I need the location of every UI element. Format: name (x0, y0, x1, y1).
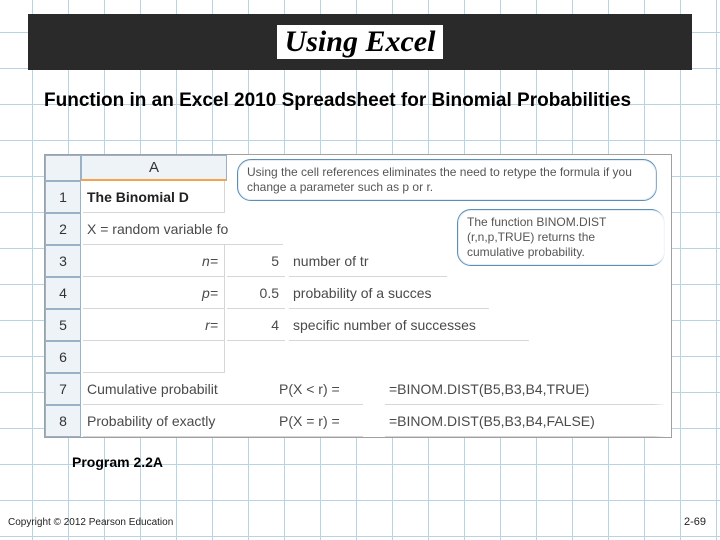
cell-c4: probability of a succes (289, 277, 489, 309)
slide-title: Using Excel (277, 25, 444, 59)
cell-c3: number of tr (289, 245, 447, 277)
cell-a3: n= (83, 245, 225, 277)
excel-row-header: 3 (45, 245, 81, 277)
excel-row-header: 1 (45, 181, 81, 213)
excel-column-header-a: A (81, 155, 227, 181)
cell-a5: r= (83, 309, 225, 341)
cell-a2: X = random variable fo (83, 213, 283, 245)
excel-row-header: 5 (45, 309, 81, 341)
cell-b4: 0.5 (227, 277, 285, 309)
excel-row-header: 6 (45, 341, 81, 373)
cell-c8-label: P(X = r) = (279, 405, 363, 437)
program-label: Program 2.2A (72, 454, 163, 470)
copyright-footer: Copyright © 2012 Pearson Education (8, 517, 173, 528)
slide-number: 2-69 (684, 516, 706, 528)
cell-formula-true: =BINOM.DIST(B5,B3,B4,TRUE) (385, 373, 671, 405)
cell-a8: Probability of exactly (83, 405, 283, 437)
excel-screenshot: A 1 2 3 4 5 6 7 8 The Binomial D X = ran… (44, 154, 672, 438)
cell-b3: 5 (227, 245, 285, 277)
excel-row-header: 2 (45, 213, 81, 245)
excel-row-header: 7 (45, 373, 81, 405)
cell-a6 (83, 341, 225, 373)
title-bar: Using Excel (28, 14, 692, 70)
excel-row-header: 8 (45, 405, 81, 437)
cell-c7-label: P(X < r) = (279, 373, 363, 405)
excel-select-all-corner (45, 155, 81, 181)
cell-a1: The Binomial D (83, 181, 225, 213)
cell-b5: 4 (227, 309, 285, 341)
excel-row-header: 4 (45, 277, 81, 309)
cell-a4: p= (83, 277, 225, 309)
cell-c5: specific number of successes (289, 309, 529, 341)
callout-cell-references: Using the cell references eliminates the… (237, 159, 657, 201)
slide-subtitle: Function in an Excel 2010 Spreadsheet fo… (44, 90, 676, 112)
figure-fade-right (653, 155, 671, 437)
callout-binom-dist: The function BINOM.DIST (r,n,p,TRUE) ret… (457, 209, 665, 266)
cell-a7: Cumulative probabilit (83, 373, 283, 405)
cell-formula-false: =BINOM.DIST(B5,B3,B4,FALSE) (385, 405, 671, 437)
